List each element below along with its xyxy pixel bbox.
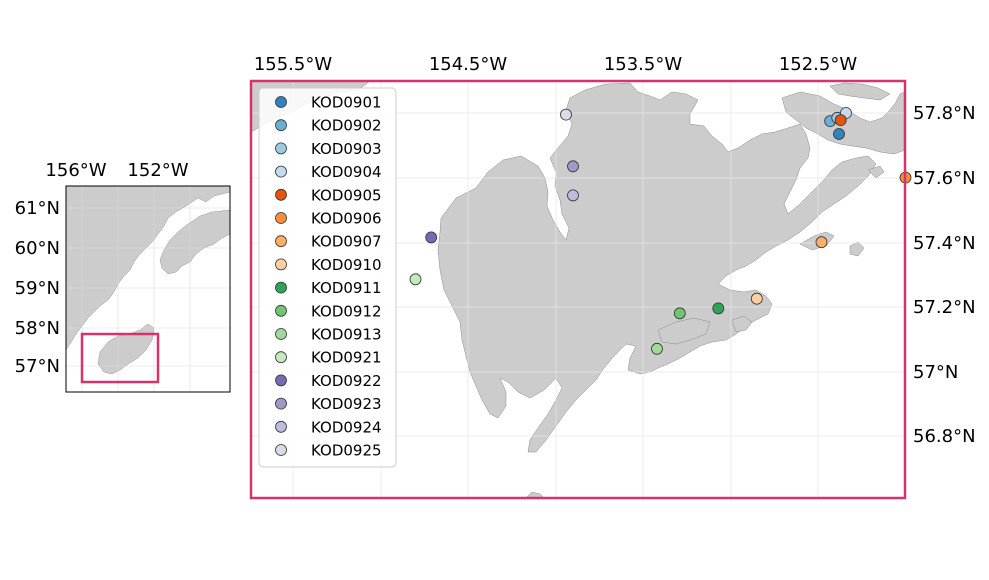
main-map-frame	[249, 79, 907, 500]
legend-entry: KOD0923	[275, 395, 382, 413]
legend-entry: KOD0911	[275, 279, 382, 297]
legend-marker	[275, 281, 287, 294]
legend-entry: KOD0925	[275, 442, 382, 460]
inset-map: 156°W 152°W 61°N 60°N 59°N 58°N 57°N	[15, 160, 231, 393]
legend-box	[258, 87, 397, 468]
legend-marker	[275, 258, 287, 271]
site-marker-kod0907	[815, 236, 828, 249]
inset-y-tick-label: 60°N	[15, 238, 60, 259]
legend-entry: KOD0902	[275, 117, 382, 135]
inset-frame	[65, 185, 231, 393]
site-marker-kod0913	[651, 342, 663, 355]
legend-entry: KOD0924	[275, 418, 382, 436]
main-x-tick-label: 155.5°W	[254, 54, 333, 75]
legend-marker	[275, 235, 287, 248]
legend-entry: KOD0907	[275, 233, 382, 251]
inset-kenai-peninsula	[159, 209, 231, 275]
site-marker-kod0921	[409, 273, 422, 286]
legend-marker	[275, 444, 287, 456]
legend-entry: KOD0912	[275, 302, 382, 320]
inset-x-tick-label: 156°W	[45, 160, 106, 181]
legend-entry: KOD0906	[275, 210, 382, 228]
legend-label: KOD0924	[311, 418, 382, 436]
legend-label: KOD0925	[311, 442, 382, 460]
legend-marker	[275, 119, 287, 132]
legend: KOD0901 KOD0902 KOD0903 KOD0904 KOD0905 KOD09…	[258, 87, 397, 468]
legend-label: KOD0912	[311, 302, 382, 320]
inset-study-area-box	[80, 332, 160, 384]
legend-marker	[275, 188, 287, 201]
legend-marker	[275, 328, 287, 340]
legend-label: KOD0913	[311, 326, 382, 344]
small-island	[867, 165, 885, 179]
site-marker-kod0912	[673, 307, 686, 320]
kodiak-island	[437, 82, 877, 453]
legend-marker	[275, 374, 287, 387]
sitkalidak-island	[657, 317, 711, 345]
legend-entry: KOD0903	[275, 140, 382, 158]
legend-label: KOD0910	[311, 256, 382, 274]
main-x-tick-label: 154.5°W	[429, 54, 508, 75]
legend-marker	[275, 351, 287, 364]
legend-label: KOD0922	[311, 372, 382, 390]
inset-graticule	[66, 186, 230, 392]
sampling-sites	[409, 107, 912, 355]
main-y-tick-label: 56.8°N	[913, 426, 976, 447]
site-marker-kod0911	[712, 302, 725, 315]
legend-label: KOD0905	[311, 186, 382, 204]
site-marker-kod0910	[750, 292, 763, 305]
legend-label: KOD0911	[311, 279, 382, 297]
main-x-tick-label: 153.5°W	[604, 54, 683, 75]
legend-entry: KOD0922	[275, 372, 382, 390]
legend-label: KOD0923	[311, 395, 382, 413]
marmot-island	[731, 315, 753, 333]
legend-label: KOD0902	[311, 117, 382, 135]
legend-entry: KOD0901	[275, 94, 382, 112]
site-marker-kod0901	[833, 128, 845, 140]
legend-marker	[275, 397, 287, 410]
legend-marker	[275, 304, 287, 317]
site-marker-kod0924	[567, 189, 579, 202]
legend-label: KOD0907	[311, 233, 382, 251]
legend-label: KOD0903	[311, 140, 382, 158]
site-marker-kod0923	[567, 160, 579, 173]
legend-marker	[275, 420, 287, 433]
main-y-tick-label: 57.2°N	[913, 297, 976, 318]
inset-mainland	[65, 185, 231, 351]
inset-x-tick-label: 152°W	[127, 160, 188, 181]
legend-label: KOD0901	[311, 94, 382, 112]
legend-marker	[275, 212, 287, 224]
legend-entry: KOD0910	[275, 256, 382, 274]
inset-y-tick-label: 57°N	[15, 356, 60, 377]
main-y-tick-label: 57.6°N	[913, 168, 976, 189]
inset-y-tick-label: 61°N	[15, 198, 60, 219]
legend-marker	[275, 142, 287, 155]
chirikof-island	[525, 491, 545, 498]
legend-entry: KOD0921	[275, 349, 382, 367]
site-marker-kod0922	[425, 231, 438, 244]
legend-entry: KOD0913	[275, 326, 382, 344]
inset-y-tick-label: 59°N	[15, 278, 60, 299]
legend-label: KOD0904	[311, 163, 382, 181]
legend-marker	[275, 165, 287, 178]
main-y-tick-label: 57°N	[913, 362, 958, 383]
main-y-tick-label: 57.8°N	[913, 103, 976, 124]
site-marker-kod0905	[834, 114, 847, 126]
legend-entry: KOD0904	[275, 163, 382, 181]
site-marker-kod0925	[560, 108, 572, 121]
legend-entry: KOD0905	[275, 186, 382, 204]
main-y-tick-label: 57.4°N	[913, 233, 976, 254]
shuyak-island	[829, 82, 891, 101]
main-x-tick-label: 152.5°W	[779, 54, 858, 75]
legend-marker	[275, 96, 287, 108]
legend-label: KOD0921	[311, 349, 382, 367]
legend-label: KOD0906	[311, 210, 382, 228]
inset-y-tick-label: 58°N	[15, 318, 60, 339]
